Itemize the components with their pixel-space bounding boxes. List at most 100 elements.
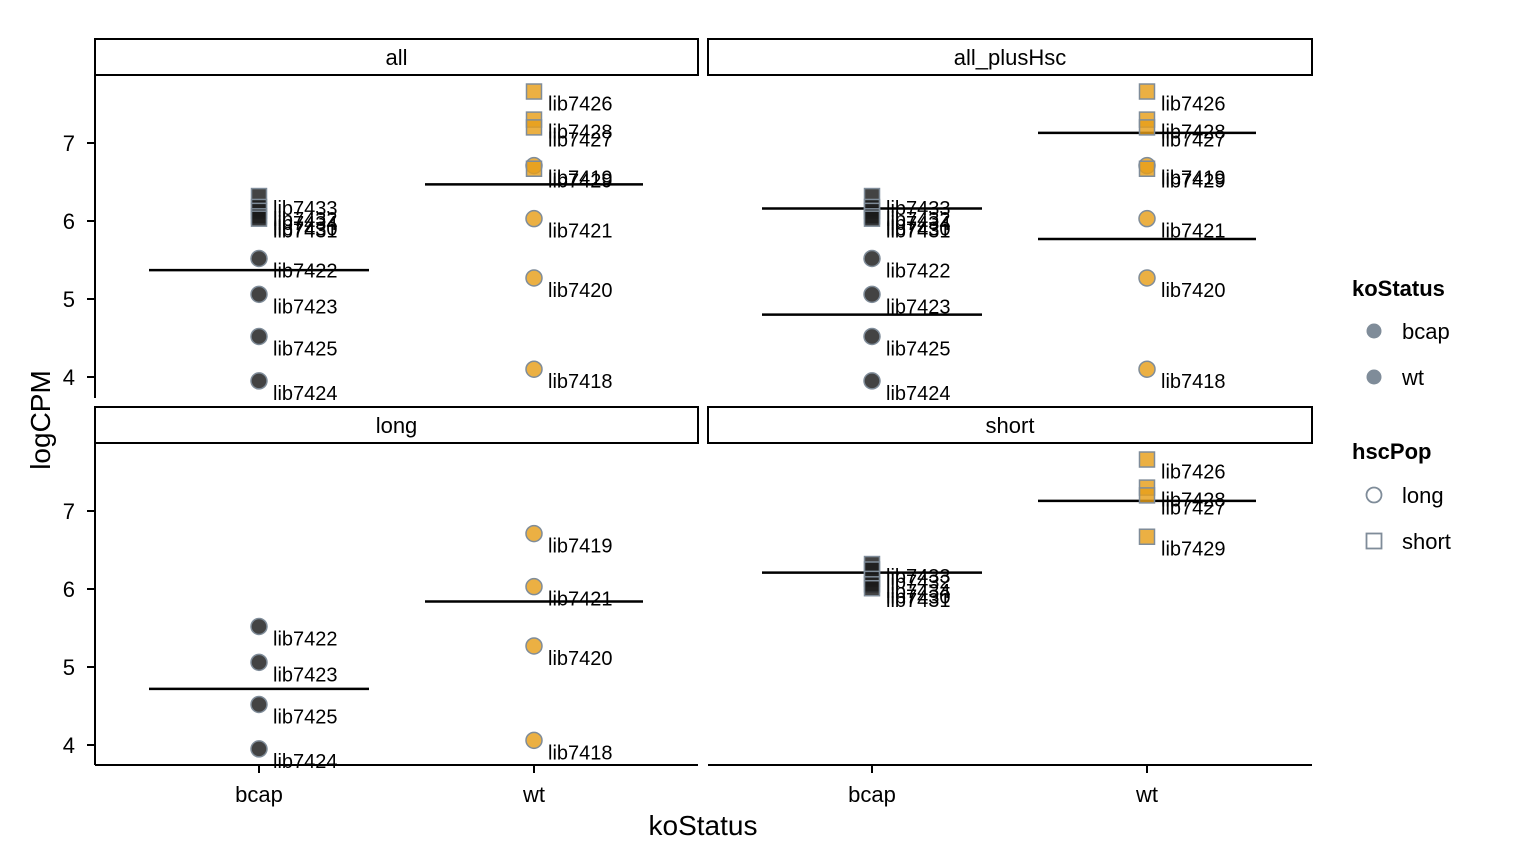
facet-all-point-label-lib7418: lib7418 [548,371,613,393]
facet-all-point-label-lib7425: lib7425 [273,338,338,360]
facet-all-plushsc-point-lib7425 [863,327,881,346]
facet-all-point-label-lib7433: lib7433 [273,198,338,220]
facet-short-point-label-lib7430: lib7430 [886,586,951,608]
facet-long-point-label-lib7419: lib7419 [548,536,613,558]
facet-all-plushsc-point-label-lib7430: lib7430 [886,218,951,240]
facet-long-point-label-lib7423: lib7423 [273,664,338,686]
facet-long-point-lib7418 [525,731,543,750]
facet-all-plushsc-point-label-lib7432: lib7432 [886,209,951,231]
facet-short-point-label-lib7429: lib7429 [1161,539,1226,561]
facet-all-point-lib7420 [525,269,543,287]
facet-all-point-label-lib7430: lib7430 [273,218,338,240]
facet-long-strip [94,406,699,444]
facet-long-point-lib7419 [525,524,543,543]
facet-all-plushsc-point-label-lib7428: lib7428 [1161,122,1226,144]
facet-all-point-lib7418 [525,360,543,378]
facet-all-point-label-lib7420: lib7420 [548,280,613,302]
facet-all-point-label-lib7423: lib7423 [273,296,338,318]
facet-all-point-label-lib7426: lib7426 [548,94,613,116]
facet-long-point-lib7422 [250,617,268,636]
facet-all-strip [94,38,699,76]
facet-long-x-tick-label: bcap [235,782,283,807]
facet-all-point-lib7425 [250,327,268,346]
facet-all-y-tick-label: 4 [63,365,75,390]
facet-all-point-lib7424 [250,372,268,390]
facet-all-point-label-lib7434: lib7434 [273,213,338,235]
facet-short-point-label-lib7426: lib7426 [1161,462,1226,484]
facet-long-point-lib7423 [250,653,268,672]
facet-all-point-label-lib7431: lib7431 [273,221,338,243]
facet-short-point-label-lib7434: lib7434 [886,581,951,603]
facet-all-plushsc-point-lib7426 [1138,83,1156,100]
facet-all-plushsc-point-label-lib7418: lib7418 [1161,371,1226,393]
legend-label-short: short [1402,529,1451,554]
legend-title-koStatus: koStatus [1352,276,1445,301]
facet-short-point-label-lib7432: lib7432 [886,572,951,594]
facet-short-strip-title: short [986,413,1035,438]
legend-key-bcap [1366,323,1382,339]
facet-all-plushsc-point-lib7418 [1138,360,1156,378]
facet-all-plushsc-point-label-lib7423: lib7423 [886,296,951,318]
facet-all-point-label-lib7428: lib7428 [548,122,613,144]
facet-all-plushsc-point-label-lib7426: lib7426 [1161,94,1226,116]
facet-long-point-label-lib7425: lib7425 [273,706,338,728]
facet-all-plushsc-point-lib7424 [863,372,881,390]
facet-all-plushsc-point-label-lib7431: lib7431 [886,221,951,243]
facet-all-plushsc-point-label-lib7422: lib7422 [886,260,951,282]
facet-all-point-label-lib7432: lib7432 [273,209,338,231]
facet-all-y-tick-label: 7 [63,131,75,156]
legend-key-short [1365,532,1383,550]
facet-all-plushsc-point-label-lib7429: lib7429 [1161,171,1226,193]
facet-long-y-tick-label: 7 [63,499,75,524]
facet-long-point-lib7425 [250,695,268,714]
facet-short-point-lib7431 [863,579,881,597]
facet-all-point-lib7421 [525,209,543,228]
facet-all-point-label-lib7422: lib7422 [273,260,338,282]
facet-long-point-lib7420 [525,637,543,655]
facet-short-point-lib7427 [1138,487,1156,504]
facet-long-point-lib7421 [525,577,543,596]
facet-short-point-lib7429 [1138,528,1156,545]
facet-short-point-label-lib7428: lib7428 [1161,490,1226,512]
facet-all-point-label-lib7419: lib7419 [548,168,613,190]
facet-long-y-tick-label: 6 [63,577,75,602]
facet-all-plushsc-point-lib7429 [1138,160,1156,177]
facet-all-point-label-lib7429: lib7429 [548,171,613,193]
facet-long-x-tick-label: wt [522,782,545,807]
facet-all-point-lib7422 [250,249,268,268]
facet-short-point-label-lib7433: lib7433 [886,566,951,588]
legend-key-long [1365,486,1383,504]
facet-long-strip-title: long [376,413,418,438]
legend-label-wt: wt [1401,365,1424,390]
facet-all-plushsc-point-lib7421 [1138,209,1156,228]
facet-all-plushsc-point-lib7420 [1138,269,1156,287]
facet-long-point-label-lib7422: lib7422 [273,628,338,650]
y-axis-title: logCPM [25,370,56,470]
facet-all-plushsc-point-label-lib7433: lib7433 [886,198,951,220]
facet-all-plushsc-point-lib7431 [863,210,881,227]
facet-short-point-lib7426 [1138,451,1156,468]
facet-all-strip-title: all [385,45,407,70]
facet-all-plushsc-point-label-lib7420: lib7420 [1161,280,1226,302]
facet-short-x-tick-label: bcap [848,782,896,807]
facet-all-point-label-lib7421: lib7421 [548,221,613,243]
legend-label-bcap: bcap [1402,319,1450,344]
legend-key-wt [1366,369,1382,385]
facet-all-point-label-lib7427: lib7427 [548,129,613,151]
facet-long-y-tick-label: 5 [63,655,75,680]
facet-long-point-label-lib7418: lib7418 [548,742,613,764]
legend-title-hscPop: hscPop [1352,439,1431,464]
facet-all-plushsc-strip [707,38,1313,76]
facet-all-plushsc-point-lib7423 [863,285,881,304]
facet-all-plushsc-point-label-lib7434: lib7434 [886,213,951,235]
facet-all-point-lib7429 [525,160,543,177]
facet-all-plushsc-point-label-lib7419: lib7419 [1161,168,1226,190]
facet-all-plushsc-point-label-lib7424: lib7424 [886,383,951,405]
facet-all-plushsc-point-label-lib7421: lib7421 [1161,221,1226,243]
legend-label-long: long [1402,483,1444,508]
facet-short-strip [707,406,1313,444]
facet-all-point-lib7426 [525,83,543,100]
facet-long-point-label-lib7420: lib7420 [548,648,613,670]
facet-all-point-lib7427 [525,119,543,136]
